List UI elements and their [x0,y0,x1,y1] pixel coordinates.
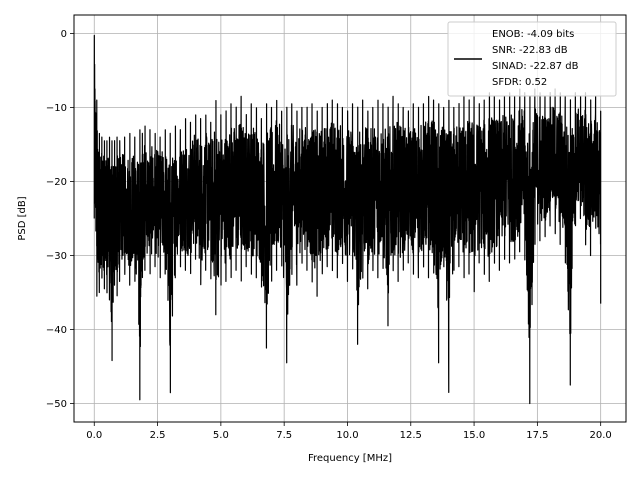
x-axis-label: Frequency [MHz] [308,453,392,464]
x-tick-label: 2.5 [150,430,166,441]
x-tick-label: 12.5 [400,430,422,441]
legend-box [447,21,617,97]
y-axis-ticks: 0 −10 −20 −30 −40 −50 [46,29,74,410]
y-tick-label: −40 [46,325,67,336]
y-tick-label: −10 [46,103,67,114]
x-tick-label: 0.0 [86,430,102,441]
x-tick-label: 5.0 [213,430,229,441]
x-axis-ticks: 0.0 2.5 5.0 7.5 10.0 12.5 15.0 17.5 20.0 [86,422,612,441]
legend-enob: ENOB: -4.09 bits [492,29,574,40]
psd-series [93,34,602,405]
x-tick-label: 15.0 [463,430,485,441]
x-tick-label: 20.0 [590,430,612,441]
x-tick-label: 10.0 [336,430,358,441]
legend: ENOB: -4.09 bits SNR: -22.83 dB SINAD: -… [447,21,617,97]
y-tick-label: −20 [46,177,67,188]
x-tick-label: 7.5 [276,430,292,441]
y-tick-label: −50 [46,399,67,410]
y-tick-label: −30 [46,251,67,262]
y-axis-label: PSD [dB] [17,196,28,240]
legend-snr: SNR: -22.83 dB [492,45,568,56]
legend-sfdr: SFDR: 0.52 [492,77,547,88]
axes-frame [73,14,627,423]
psd-line-0 [93,34,602,405]
y-tick-label: 0 [61,29,67,40]
legend-sinad: SINAD: -22.87 dB [492,61,579,72]
x-tick-label: 17.5 [526,430,548,441]
